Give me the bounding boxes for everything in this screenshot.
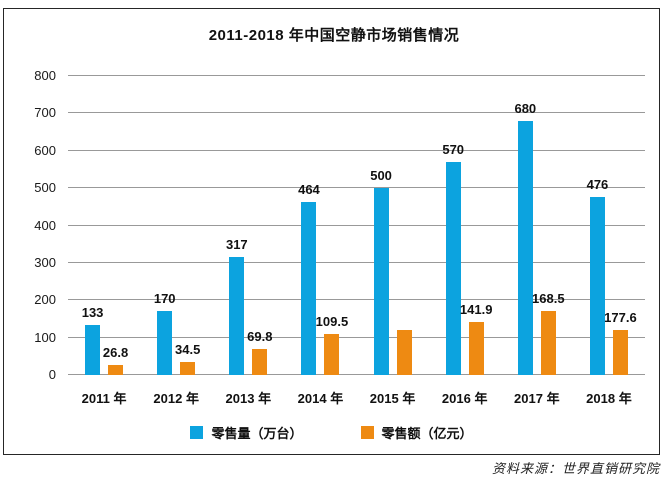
retail-volume-bar bbox=[589, 197, 605, 375]
retail-value-bar-value-label: 109.5 bbox=[315, 313, 349, 329]
retail-value-bar-value-label: 34.5 bbox=[175, 341, 201, 357]
retail-volume-bar-value-label: 476 bbox=[586, 177, 609, 193]
y-axis-tick-200: 200 bbox=[34, 292, 56, 308]
retail-value-bar-wrap: 141.9 bbox=[460, 302, 492, 375]
legend-label: 零售额（亿元） bbox=[381, 426, 473, 441]
retail-value-bar-value-label: 141.9 bbox=[459, 301, 493, 317]
bar-group-2018年: 476 177.6 2018 年 bbox=[573, 76, 645, 406]
bar-group-2014年: 464 109.5 2014 年 bbox=[284, 76, 356, 406]
orange-square-icon bbox=[360, 426, 374, 439]
bar-group-2016年: 570 141.9 2016 年 bbox=[429, 76, 501, 406]
y-axis-tick-600: 600 bbox=[34, 142, 56, 158]
retail-volume-bar bbox=[85, 325, 101, 375]
retail-volume-bar bbox=[157, 311, 173, 375]
retail-value-bar bbox=[396, 330, 412, 375]
retail-value-bar bbox=[180, 361, 196, 375]
gridline-300 bbox=[68, 261, 645, 263]
retail-volume-bar bbox=[373, 188, 389, 375]
retail-value-bar bbox=[468, 321, 484, 375]
legend-item: 零售额（亿元） bbox=[360, 423, 473, 442]
retail-volume-bar-value-label: 170 bbox=[153, 291, 176, 307]
gridline-600 bbox=[68, 149, 645, 151]
retail-volume-bar-wrap: 476 bbox=[587, 177, 608, 375]
retail-volume-bar-wrap: 500 bbox=[370, 168, 392, 375]
retail-volume-bar-value-label: 464 bbox=[298, 181, 320, 197]
retail-value-bar-wrap: 109.5 bbox=[316, 314, 348, 375]
retail-volume-bar-value-label: 680 bbox=[514, 100, 537, 116]
retail-volume-bar bbox=[229, 256, 245, 375]
chart-frame bbox=[3, 8, 660, 455]
x-axis-label: 2014 年 bbox=[297, 391, 344, 406]
x-axis-label: 2011 年 bbox=[81, 391, 127, 406]
legend: 零售量（万台） 零售额（亿元） bbox=[0, 423, 663, 442]
bar-group-2011年: 133 26.8 2011 年 bbox=[68, 76, 140, 406]
legend-item: 零售量（万台） bbox=[190, 423, 303, 442]
gridline-500 bbox=[68, 187, 645, 189]
y-axis-tick-800: 800 bbox=[34, 68, 56, 83]
retail-value-bar-value-label: 168.5 bbox=[532, 291, 565, 307]
retail-value-bar-value-label: 26.8 bbox=[102, 344, 129, 360]
retail-volume-bar-wrap: 170 bbox=[154, 291, 176, 375]
retail-volume-bar-wrap: 570 bbox=[442, 142, 464, 375]
retail-value-bar-wrap: 69.8 bbox=[247, 329, 272, 375]
source-note: 资料来源：世界直销研究院 bbox=[491, 462, 660, 477]
retail-volume-bar-value-label: 317 bbox=[225, 236, 248, 252]
retail-value-bar bbox=[108, 364, 124, 375]
y-axis-tick-100: 100 bbox=[34, 329, 56, 345]
retail-value-bar bbox=[540, 311, 556, 375]
retail-volume-bar-wrap: 680 bbox=[514, 101, 536, 375]
x-axis-label: 2016 年 bbox=[441, 391, 488, 406]
gridline-700 bbox=[68, 112, 645, 114]
x-axis-label: 2018 年 bbox=[586, 391, 632, 406]
retail-value-bar bbox=[612, 330, 628, 375]
chart-title: 2011-2018 年中国空静市场销售情况 bbox=[208, 27, 460, 44]
y-axis-tick-500: 500 bbox=[34, 180, 56, 196]
blue-square-icon bbox=[190, 426, 204, 439]
retail-value-bar-wrap: 26.8 bbox=[103, 345, 128, 375]
retail-volume-bar-value-label: 133 bbox=[81, 305, 104, 321]
retail-value-bar-wrap: 177.6 bbox=[604, 310, 637, 375]
retail-volume-bar-wrap: 133 bbox=[82, 305, 103, 375]
gridline-200 bbox=[68, 299, 645, 301]
x-axis-label: 2017 年 bbox=[514, 391, 560, 406]
x-axis-label: 2015 年 bbox=[369, 391, 416, 406]
retail-volume-bar-wrap: 464 bbox=[298, 182, 320, 375]
retail-value-bar-wrap bbox=[396, 330, 412, 375]
bar-group-2015年: 500 2015 年 bbox=[357, 76, 429, 406]
gridline-100 bbox=[68, 336, 645, 338]
y-axis-tick-300: 300 bbox=[34, 254, 56, 270]
retail-value-bar-wrap: 34.5 bbox=[175, 342, 200, 375]
gridline-400 bbox=[68, 224, 645, 226]
retail-volume-bar bbox=[445, 161, 461, 375]
x-axis-label: 2012 年 bbox=[153, 391, 199, 406]
y-axis-tick-0: 0 bbox=[48, 367, 56, 382]
retail-volume-bar bbox=[517, 120, 533, 375]
gridline-800 bbox=[68, 75, 645, 76]
x-axis-label: 2013 年 bbox=[225, 391, 272, 406]
bar-group-2012年: 170 34.5 2012 年 bbox=[140, 76, 212, 406]
plot-area: 0 100 200 300 400 500 600 700 800 133 26.8 2011 年 17… bbox=[34, 68, 645, 406]
retail-volume-bar-value-label: 500 bbox=[370, 168, 392, 184]
retail-volume-bar-wrap: 317 bbox=[226, 237, 248, 375]
retail-volume-bar bbox=[301, 201, 317, 375]
bar-groups: 133 26.8 2011 年 170 34.5 2012 年 317 69.8 2013 年 4… bbox=[68, 76, 645, 406]
y-axis-tick-700: 700 bbox=[34, 105, 56, 121]
legend-label: 零售量（万台） bbox=[211, 426, 303, 441]
retail-value-bar-value-label: 69.8 bbox=[247, 328, 273, 344]
gridline-0 bbox=[68, 374, 645, 375]
y-axis-tick-400: 400 bbox=[34, 217, 56, 233]
retail-value-bar bbox=[324, 333, 340, 375]
bar-group-2017年: 680 168.5 2017 年 bbox=[501, 76, 573, 406]
retail-volume-bar-value-label: 570 bbox=[442, 141, 465, 157]
bar-group-2013年: 317 69.8 2013 年 bbox=[212, 76, 284, 406]
retail-value-bar bbox=[252, 348, 268, 375]
retail-value-bar-wrap: 168.5 bbox=[532, 291, 565, 375]
retail-value-bar-value-label: 177.6 bbox=[604, 310, 637, 326]
